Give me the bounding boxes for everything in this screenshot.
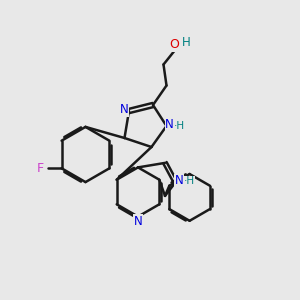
Text: F: F — [37, 162, 44, 175]
Text: H: H — [182, 36, 190, 50]
Text: N: N — [134, 214, 142, 228]
Text: ·H: ·H — [183, 176, 195, 187]
Text: ·H: ·H — [173, 121, 185, 131]
Text: O: O — [169, 38, 179, 52]
Text: N: N — [165, 118, 174, 131]
Text: N: N — [175, 174, 184, 188]
Text: N: N — [120, 103, 129, 116]
